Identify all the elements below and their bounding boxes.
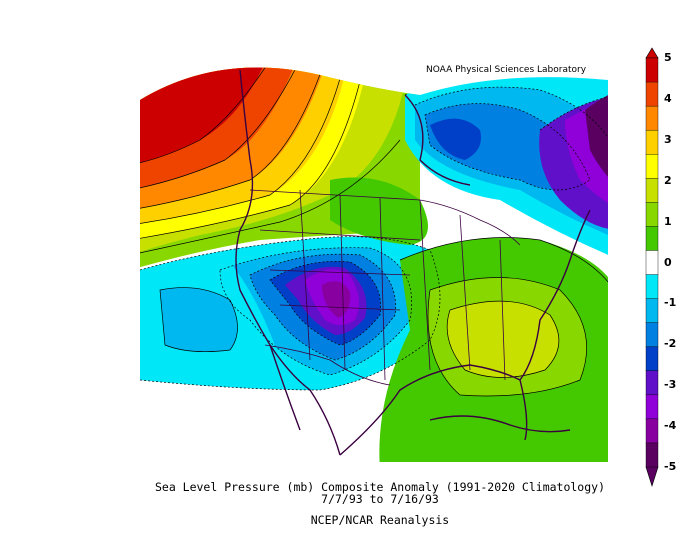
colorbar-tick-label: -4 — [664, 419, 677, 433]
colorbar-swatch — [645, 57, 659, 83]
colorbar-swatch — [645, 274, 659, 299]
colorbar-tick-label: 4 — [664, 91, 672, 105]
dataset-label: NCEP/NCAR Reanalysis — [310, 513, 450, 527]
colorbar-swatch — [645, 418, 659, 444]
colorbar-tick-label: 5 — [664, 51, 672, 64]
central-high — [330, 177, 428, 245]
ne-low-7 — [585, 90, 608, 190]
colorbar-tick-label: -5 — [664, 460, 677, 473]
contour-lines — [140, 67, 608, 397]
colorbar-tick-label: -2 — [664, 337, 677, 351]
colorbar-tick-label: -1 — [664, 296, 677, 310]
colorbar-swatch — [645, 154, 659, 179]
colorbar-tick-label: 1 — [664, 214, 672, 228]
colorbar-swatch — [645, 322, 659, 348]
colorbar-tick-label: 2 — [664, 173, 672, 187]
colorbar-bottom-arrow — [645, 466, 659, 487]
colorbar-swatch — [645, 178, 659, 203]
colorbar — [645, 47, 659, 487]
map-title: Sea Level Pressure (mb) Composite Anomal… — [154, 480, 606, 494]
colorbar-swatch — [645, 442, 659, 468]
negative-contours — [140, 67, 608, 391]
political-borders — [249, 189, 521, 386]
colorbar-tick-label: -3 — [664, 378, 677, 392]
colorbar-tick-label: 3 — [664, 132, 672, 146]
colorbar-tick-label: 0 — [664, 255, 672, 269]
colorbar-swatch — [645, 250, 659, 275]
colorbar-swatch — [645, 81, 659, 107]
colorbar-swatch — [645, 370, 659, 396]
date-range: 7/7/93 to 7/16/93 — [321, 492, 439, 506]
map-field — [140, 67, 608, 462]
colorbar-swatch — [645, 105, 659, 131]
credit-label: NOAA Physical Sciences Laboratory — [426, 65, 587, 75]
colorbar-top-arrow — [645, 47, 659, 59]
colorbar-swatch — [645, 226, 659, 251]
colorbar-swatch — [645, 202, 659, 227]
colorbar-swatch — [645, 129, 659, 155]
colorbar-swatch — [645, 394, 659, 420]
pacific-low-2 — [160, 287, 238, 352]
coastlines — [235, 69, 591, 456]
colorbar-swatch — [645, 346, 659, 372]
colorbar-swatch — [645, 298, 659, 324]
ne-low-4 — [430, 118, 481, 160]
